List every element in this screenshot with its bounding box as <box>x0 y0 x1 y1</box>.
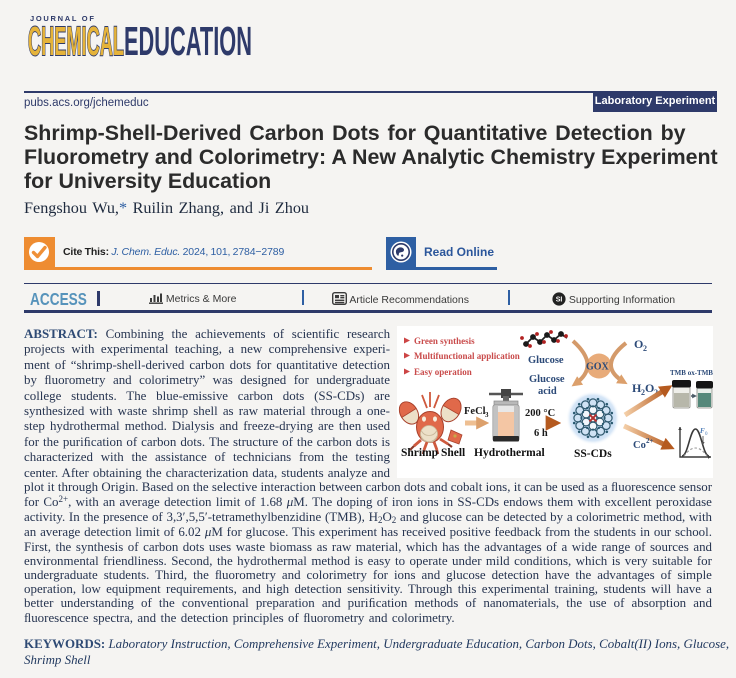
svg-text:0: 0 <box>705 432 708 437</box>
svg-text:CHEMICAL: CHEMICAL <box>28 18 124 58</box>
svg-text:Easy operation: Easy operation <box>414 367 472 377</box>
svg-text:Multifunctional application: Multifunctional application <box>414 351 520 361</box>
svg-text:FeCl: FeCl <box>464 406 486 417</box>
svg-text:Green synthesis: Green synthesis <box>414 336 475 346</box>
svg-text:2: 2 <box>641 388 645 397</box>
svg-text:SS-CDs: SS-CDs <box>574 448 612 460</box>
svg-text:acid: acid <box>538 386 557 397</box>
svg-text:Hydrothermal: Hydrothermal <box>474 447 545 459</box>
svg-text:F: F <box>700 427 705 435</box>
svg-text:O: O <box>645 381 654 395</box>
svg-text:TMB ox-TMB: TMB ox-TMB <box>670 369 713 377</box>
svg-text:2+: 2+ <box>646 437 654 445</box>
svg-text:6 h: 6 h <box>534 428 548 439</box>
svg-text:EDUCATION: EDUCATION <box>124 18 252 58</box>
svg-text:GOX: GOX <box>586 362 610 373</box>
svg-text:200 °C: 200 °C <box>525 408 555 419</box>
svg-text:Shrimp Shell: Shrimp Shell <box>401 447 465 459</box>
svg-text:Glucose: Glucose <box>529 374 565 385</box>
svg-text:Glucose: Glucose <box>528 355 564 366</box>
svg-text:SI: SI <box>556 297 563 304</box>
svg-text:2: 2 <box>654 388 658 397</box>
svg-text:Co: Co <box>633 440 646 451</box>
svg-text:3: 3 <box>485 411 489 419</box>
svg-text:2: 2 <box>643 344 647 353</box>
svg-text:JOURNAL OF: JOURNAL OF <box>30 14 96 23</box>
svg-text:O: O <box>634 337 643 351</box>
svg-text:H: H <box>632 381 642 395</box>
